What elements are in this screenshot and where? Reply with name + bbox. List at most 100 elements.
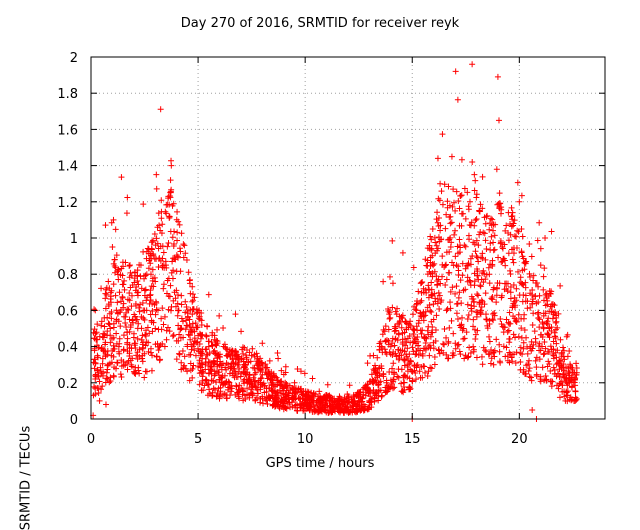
data-point (441, 181, 448, 188)
data-point (449, 284, 456, 291)
data-point (477, 228, 484, 235)
data-point (96, 378, 103, 385)
data-point (452, 290, 459, 297)
data-point (435, 289, 442, 296)
data-point (561, 356, 568, 363)
data-point (545, 358, 552, 365)
data-point (454, 315, 461, 322)
data-point (441, 264, 448, 271)
data-point (164, 324, 171, 331)
data-point (167, 282, 174, 289)
data-point (507, 295, 514, 302)
data-point (573, 369, 580, 376)
data-point (99, 360, 106, 367)
data-point (145, 348, 152, 355)
data-point (350, 392, 357, 399)
data-point (205, 369, 212, 376)
data-point (220, 392, 227, 399)
data-point (465, 311, 472, 318)
data-point (478, 254, 485, 261)
data-point (508, 204, 515, 211)
data-point (517, 359, 524, 366)
data-point (465, 260, 472, 267)
data-point (157, 106, 164, 113)
data-point (548, 228, 555, 235)
data-point (443, 334, 450, 341)
data-point (473, 237, 480, 244)
data-point (407, 357, 414, 364)
data-point (169, 234, 176, 241)
data-point (252, 383, 259, 390)
data-point (425, 282, 432, 289)
data-point (346, 382, 353, 389)
data-point (110, 281, 117, 288)
data-point (241, 380, 248, 387)
data-point (401, 356, 408, 363)
data-point (518, 334, 525, 341)
data-point (309, 375, 316, 382)
data-point (235, 356, 242, 363)
data-point (508, 354, 515, 361)
data-point (517, 344, 524, 351)
data-point (519, 233, 526, 240)
data-point (264, 400, 271, 407)
data-point (260, 400, 267, 407)
data-point (496, 280, 503, 287)
data-point (388, 381, 395, 388)
data-point (110, 342, 117, 349)
data-point (428, 309, 435, 316)
y-axis-label: SRMTID / TECUs (18, 425, 34, 530)
data-point (123, 309, 130, 316)
data-point (428, 236, 435, 243)
data-point (512, 360, 519, 367)
data-point (178, 301, 185, 308)
data-point (452, 68, 459, 75)
data-point (138, 285, 145, 292)
data-point (486, 226, 493, 233)
data-point (342, 398, 349, 405)
data-point (128, 303, 135, 310)
data-point (138, 325, 145, 332)
data-point (174, 312, 181, 319)
data-point (415, 320, 422, 327)
data-point (197, 352, 204, 359)
data-point (467, 350, 474, 357)
data-point (215, 369, 222, 376)
data-point (271, 403, 278, 410)
data-point (539, 364, 546, 371)
data-point (210, 358, 217, 365)
data-point (424, 372, 431, 379)
data-point (404, 335, 411, 342)
data-point (512, 318, 519, 325)
data-point (553, 382, 560, 389)
data-point (182, 298, 189, 305)
data-point (344, 391, 351, 398)
data-point (490, 286, 497, 293)
data-point (454, 96, 461, 103)
data-point (484, 212, 491, 219)
data-point (297, 368, 304, 375)
data-point (384, 388, 391, 395)
data-point (526, 270, 533, 277)
data-point (503, 316, 510, 323)
data-point (457, 277, 464, 284)
data-point (104, 376, 111, 383)
data-point (113, 330, 120, 337)
data-point (475, 292, 482, 299)
data-point (115, 318, 122, 325)
data-point (569, 396, 576, 403)
data-point (105, 278, 112, 285)
data-point (536, 316, 543, 323)
data-point (276, 405, 283, 412)
data-point (187, 336, 194, 343)
data-point (189, 306, 196, 313)
data-point (209, 392, 216, 399)
data-point (161, 313, 168, 320)
data-point (510, 313, 517, 320)
data-point (205, 381, 212, 388)
data-point (364, 406, 371, 413)
data-point (448, 219, 455, 226)
data-point (126, 341, 133, 348)
data-point (177, 334, 184, 341)
data-point (138, 336, 145, 343)
